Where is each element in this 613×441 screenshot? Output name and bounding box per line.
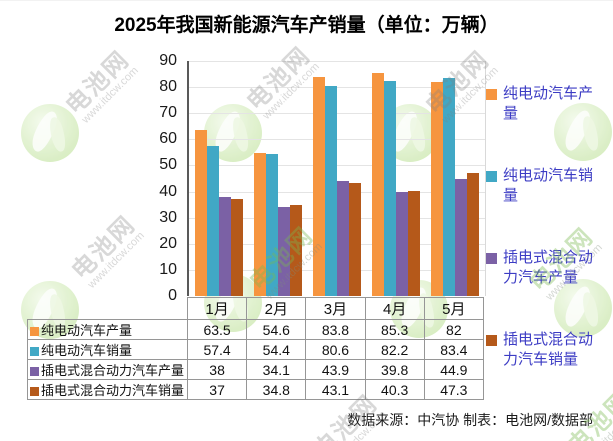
bar-s1-m1 [206,146,219,296]
legend-item: 纯电动汽车产量 [486,84,610,124]
bar-s2-m3 [337,181,349,296]
bar-s2-m4 [396,192,409,296]
table-row: 插电式混合动力汽车销量 37 34.8 43.1 40.3 47.3 [27,379,484,400]
bar-s1-m5 [443,78,456,296]
bar-s3-m1 [230,199,243,296]
bar-s1-m4 [384,81,397,296]
y-axis-tick-label: 90 [159,52,177,69]
chart-title: 2025年我国新能源汽车产销量（单位：万辆） [114,15,499,36]
bar-s2-m1 [218,196,231,296]
y-axis-tick-label: 50 [159,156,177,174]
bar-s0-m3 [313,77,325,296]
bar-s3-m2 [289,205,302,296]
legend-label: 插电式混合动力汽车产量 [503,249,594,286]
table-cell: 44.9 [423,359,484,380]
table-cell: 43.9 [305,359,366,380]
table-cell: 43.1 [305,379,366,400]
gridline [189,139,485,141]
table-header-cell: 4月 [364,297,425,320]
table-row: 纯电动汽车产量 63.5 54.6 83.8 85.3 82 [27,319,484,340]
bar-s0-m5 [431,81,444,296]
table-header-cell: 5月 [423,297,484,320]
series-swatch-icon [30,367,39,376]
table-cell: 85.3 [364,319,425,340]
bar-s3-m5 [467,172,480,296]
plot-area [187,61,486,296]
table-cell: 47.3 [423,379,484,400]
table-cell: 37 [186,379,248,400]
table-cell: 34.1 [246,359,307,380]
legend-item: 纯电动汽车销量 [486,166,610,206]
y-axis-tick-label: 0 [168,287,177,304]
table-header-cell: 1月 [186,297,248,320]
table-cell: 83.4 [423,339,484,360]
table-cell: 82.2 [364,339,425,360]
table-header-cell: 3月 [305,297,366,320]
gridline [189,113,485,115]
bar-s1-m3 [325,85,337,296]
table-row-label: 插电式混合动力汽车销量 [27,379,188,400]
table-row: 纯电动汽车销量 57.4 54.4 80.6 82.2 83.4 [27,339,484,360]
table-cell: 82 [423,319,484,340]
legend-item: 插电式混合动力汽车销量 [486,330,610,370]
legend-item: 插电式混合动力汽车产量 [486,248,610,288]
table-cell: 63.5 [186,319,248,340]
gridline [189,61,485,62]
table-cell: 39.8 [364,359,425,380]
series-swatch-icon [30,347,39,356]
table-row-label: 纯电动汽车销量 [27,339,188,360]
table-row: 插电式混合动力汽车产量 38 34.1 43.9 39.8 44.9 [27,359,484,380]
legend-label: 纯电动汽车产量 [503,85,594,122]
bar-s0-m4 [372,73,385,296]
bar-s2-m5 [455,178,468,296]
legend-label: 插电式混合动力汽车销量 [503,331,594,368]
table-header-row: 1月 2月 3月 4月 5月 [28,297,484,320]
bar-s2-m2 [277,206,290,296]
bar-s3-m3 [349,183,361,296]
y-axis-tick-label: 20 [159,234,177,252]
table-cell: 57.4 [186,339,248,360]
legend-swatch [486,89,497,100]
legend-swatch [486,335,497,346]
table-cell: 80.6 [305,339,366,360]
legend-swatch [486,171,497,182]
y-axis-tick-label: 30 [159,208,177,226]
legend-label: 纯电动汽车销量 [503,167,594,204]
table-cell: 38 [186,359,248,380]
bar-s3-m4 [408,190,421,296]
y-axis-tick-label: 80 [159,78,177,96]
y-axis-tick-label: 10 [159,260,177,278]
bar-s0-m1 [194,130,207,296]
table-cell: 34.8 [246,379,307,400]
bar-s1-m2 [265,153,278,296]
table-row-label: 纯电动汽车产量 [27,319,188,340]
table-ghost-cell [28,298,188,320]
table-cell: 54.4 [246,339,307,360]
y-axis-tick-label: 60 [159,130,177,148]
series-swatch-icon [30,327,39,336]
y-axis: 0 10 20 30 40 50 60 70 80 90 [117,1,177,441]
gridline [189,165,485,167]
table-cell: 40.3 [364,379,425,400]
y-axis-tick-label: 40 [159,182,177,200]
table-cell: 54.6 [246,319,307,340]
table-header-cell: 2月 [246,297,307,320]
bar-s0-m2 [253,153,266,296]
y-axis-tick-label: 70 [159,104,177,122]
data-table: 1月 2月 3月 4月 5月 纯电动汽车产量 63.5 54.6 83.8 85.3 82 纯电动汽车… [27,297,484,400]
watermark-logo-icon [21,104,79,162]
gridline [189,87,485,89]
table-row-label: 插电式混合动力汽车产量 [27,359,188,380]
legend-swatch [486,253,497,264]
table-cell: 83.8 [305,319,366,340]
series-swatch-icon [30,387,39,396]
data-source-caption: 数据来源：中汽协 制表：电池网/数据部 [347,412,593,428]
chart-legend: 纯电动汽车产量 纯电动汽车销量 插电式混合动力汽车产量 插电式混合动力汽车销量 [486,84,610,370]
